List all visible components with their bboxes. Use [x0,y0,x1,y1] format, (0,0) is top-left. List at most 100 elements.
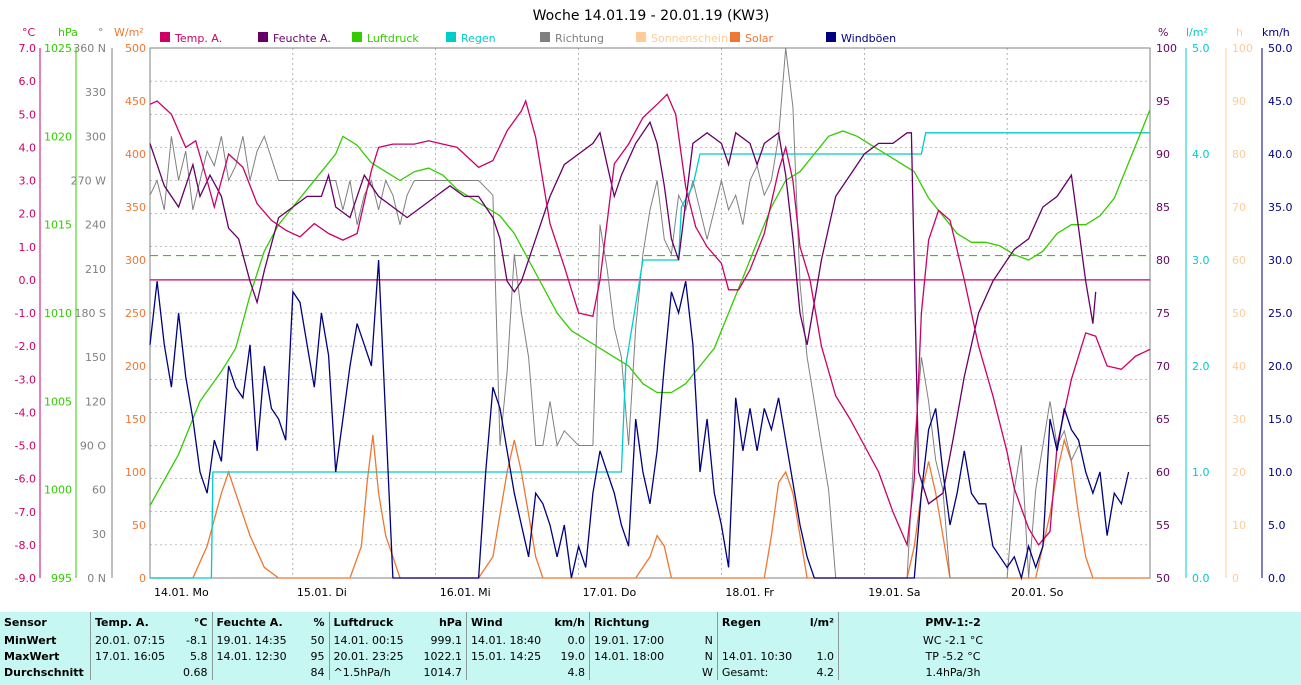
stats-wind-value: 0.0 [567,633,586,647]
stats-header-wind: Wind [466,612,547,632]
stats-direction-value: N [704,649,713,663]
stats-wind-value: 19.0 [560,649,586,663]
stats-row-label: MaxWert [4,649,60,663]
axis-tick-rain: 0.0 [1192,572,1210,585]
weather-chart: Woche 14.01.19 - 20.01.19 (KW3) Temp. A.… [14,8,1293,599]
axis-tick-rain: 3.0 [1192,254,1210,267]
stats-row-max: MaxWert 17.01. 16:05 5.8 14.01. 12:30 95… [0,648,1067,664]
stats-pressure-value: 999.1 [430,633,463,647]
stats-rain-time: Gesamt: [716,664,806,680]
axis-tick-temp: -4.0 [15,406,36,419]
legend-label: Luftdruck [367,32,419,45]
legend: Temp. A. Feuchte A. Luftdruck Regen Richtung… [160,32,896,45]
stats-rain-value [806,632,839,648]
axis-tick-solar: 500 [125,42,146,55]
axis-tick-solar: 0 [139,572,146,585]
series-line-humidity [149,120,1097,505]
stats-header-rain: Regen [716,612,806,632]
axis-tick-rain: 1.0 [1192,466,1210,479]
axis-tick-humidity: 60 [1156,466,1170,479]
axis-tick-temp: -7.0 [15,506,36,519]
stats-humidity-value: 84 [310,665,325,679]
series-line-gust [149,259,1130,581]
axis-tick-humidity: 100 [1156,42,1177,55]
axis-tick-gust: 5.0 [1268,519,1286,532]
axis-tick-sunshine: 70 [1232,201,1246,214]
x-tick-label: 18.01. Fr [725,586,774,599]
stats-temp-value: 5.8 [190,649,208,663]
stats-rain-value: 4.2 [816,665,834,679]
legend-swatch [352,32,362,42]
stats-humidity-time [211,664,301,680]
stats-row-average: Durchschnitt 0.68 84 ^1.5hPa/h 1014.7 4.… [0,664,1067,680]
axis-tick-gust: 0.0 [1268,572,1286,585]
axis-tick-direction: 0 N [87,572,106,585]
stats-pmv-value: TP -5.2 °C [837,648,1067,664]
legend-label: Sonnenschein [651,32,728,45]
axis-tick-rain: 4.0 [1192,148,1210,161]
axis-tick-gust: 35.0 [1268,201,1293,214]
axis-tick-solar: 100 [125,466,146,479]
axis-tick-gust: 25.0 [1268,307,1293,320]
axis-tick-temp: -6.0 [15,473,36,486]
axis-tick-direction: 360 N [73,42,106,55]
stats-header-direction: Richtung [589,612,698,632]
axis-tick-gust: 20.0 [1268,360,1293,373]
axis-tick-sunshine: 10 [1232,519,1246,532]
axis-tick-temp: 2.0 [19,208,37,221]
stats-temp-time: 17.01. 16:05 [90,648,179,664]
axis-unit-sunshine: h [1236,26,1243,39]
legend-swatch [258,32,268,42]
stats-temp-value: -8.1 [186,633,208,647]
axis-tick-humidity: 65 [1156,413,1170,426]
axis-tick-humidity: 50 [1156,572,1170,585]
axis-tick-sunshine: 40 [1232,360,1246,373]
axis-tick-sunshine: 60 [1232,254,1246,267]
stats-direction-value: N [704,633,713,647]
axis-tick-gust: 45.0 [1268,95,1293,108]
axis-tick-humidity: 85 [1156,201,1170,214]
stats-pressure-time: 14.01. 00:15 [328,632,420,648]
x-tick-label: 16.01. Mi [440,586,491,599]
stats-direction-time: 14.01. 18:00 [589,648,698,664]
statistics-panel: Sensor Temp. A. °C Feuchte A. % Luftdruc… [0,612,1301,685]
statistics-table: Sensor Temp. A. °C Feuchte A. % Luftdruc… [0,612,1067,680]
legend-swatch [730,32,740,42]
stats-header-humidity-unit: % [313,615,325,629]
stats-header-temp: Temp. A. [90,612,179,632]
axis-tick-rain: 5.0 [1192,42,1210,55]
stats-row-min: MinWert 20.01. 07:15 -8.1 19.01. 14:35 5… [0,632,1067,648]
stats-wind-value: 4.8 [567,665,586,679]
axis-tick-solar: 50 [132,519,146,532]
stats-pressure-value: 1022.1 [423,649,463,663]
legend-label: Richtung [555,32,604,45]
stats-wind-time: 14.01. 18:40 [466,632,547,648]
axis-tick-direction: 300 [85,130,106,143]
axis-tick-humidity: 95 [1156,95,1170,108]
axis-tick-solar: 300 [125,254,146,267]
axis-tick-temp: 6.0 [19,75,37,88]
stats-row-label: MinWert [4,633,57,647]
axis-tick-direction: 60 [92,484,106,497]
axis-tick-temp: -3.0 [15,373,36,386]
x-tick-label: 14.01. Mo [154,586,209,599]
stats-header-pressure-unit: hPa [438,615,462,629]
axis-tick-pressure: 1010 [44,307,72,320]
series-line-pressure [149,109,1151,506]
series-line-direction [149,47,1150,579]
stats-pressure-time: ^1.5hPa/h [328,664,420,680]
stats-wind-time [466,664,547,680]
series-line-temp [149,93,1151,548]
axis-tick-humidity: 90 [1156,148,1170,161]
legend-label: Regen [461,32,496,45]
stats-pmv-value: WC -2.1 °C [837,632,1067,648]
series-layer [149,47,1151,581]
axis-tick-gust: 10.0 [1268,466,1293,479]
axis-tick-solar: 200 [125,360,146,373]
stats-header-wind-unit: km/h [554,615,585,629]
axis-tick-solar: 450 [125,95,146,108]
axis-tick-direction: 120 [85,395,106,408]
axis-tick-sunshine: 90 [1232,95,1246,108]
axis-tick-temp: 1.0 [19,241,37,254]
stats-direction-value: W [702,665,713,679]
